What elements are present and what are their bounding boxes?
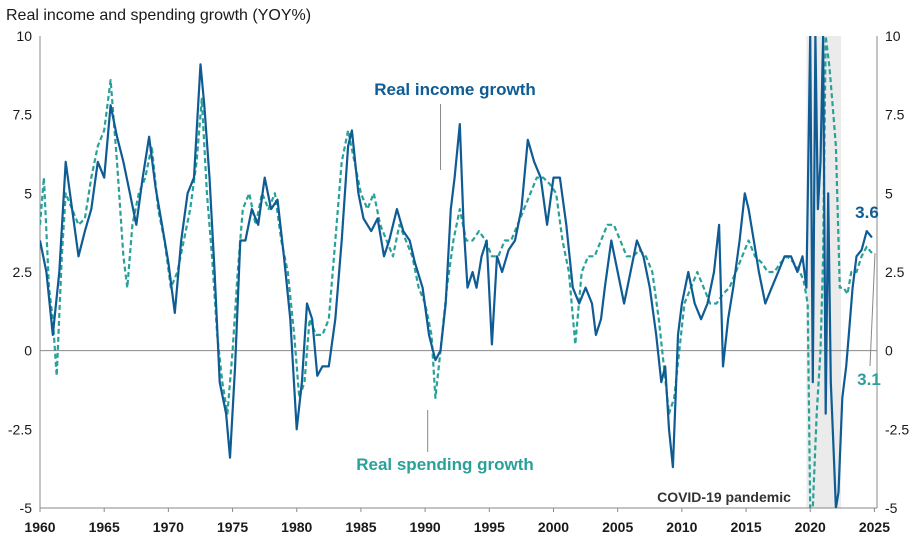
y-tick-left: 5	[24, 185, 32, 201]
series-line-income	[40, 36, 873, 508]
x-tick-label: 2010	[666, 519, 697, 535]
series-line-spending	[40, 36, 873, 508]
y-tick-right: 2.5	[885, 264, 905, 280]
y-tick-left: -5	[20, 500, 33, 516]
y-tick-right: 10	[885, 28, 901, 44]
axes: 10 7.5 5 2.5 0 -2.5 -5 10 7.5 5 2.5 0 -2.5 -5 1960 1965…	[8, 28, 909, 535]
x-tick-label: 2000	[538, 519, 569, 535]
y-tick-right: 7.5	[885, 107, 905, 123]
y-tick-left: 10	[16, 28, 32, 44]
spending-end-label: 3.1	[857, 370, 881, 389]
y-tick-right: -5	[885, 500, 898, 516]
y-tick-right: 5	[885, 185, 893, 201]
x-tick-label: 2020	[795, 519, 826, 535]
x-tick-label: 1985	[345, 519, 376, 535]
covid-annotation: COVID-19 pandemic	[657, 489, 791, 505]
chart-title: Real income and spending growth (YOY%)	[6, 7, 311, 24]
x-tick-label: 1960	[24, 519, 55, 535]
spending-end-leader	[869, 253, 876, 367]
y-tick-right: 0	[885, 343, 893, 359]
y-tick-left: 2.5	[13, 264, 33, 280]
x-tick-label: 2015	[730, 519, 761, 535]
y-tick-left: 7.5	[13, 107, 33, 123]
x-tick-label: 1965	[89, 519, 120, 535]
x-tick-label: 2025	[859, 519, 890, 535]
x-tick-label: 1970	[153, 519, 184, 535]
x-tick-label: 1975	[217, 519, 248, 535]
x-tick-label: 2005	[602, 519, 633, 535]
x-tick-label: 1995	[474, 519, 505, 535]
y-tick-right: -2.5	[885, 421, 909, 437]
y-tick-left: 0	[24, 343, 32, 359]
x-tick-label: 1980	[281, 519, 312, 535]
series-layer	[40, 36, 873, 508]
income-annotation: Real income growth	[374, 80, 536, 99]
income-end-label: 3.6	[855, 203, 879, 222]
x-tick-label: 1990	[410, 519, 441, 535]
annotation-layer: Real income growth Real spending growth CO…	[356, 80, 881, 505]
y-tick-left: -2.5	[8, 421, 32, 437]
spending-annotation: Real spending growth	[356, 455, 534, 474]
